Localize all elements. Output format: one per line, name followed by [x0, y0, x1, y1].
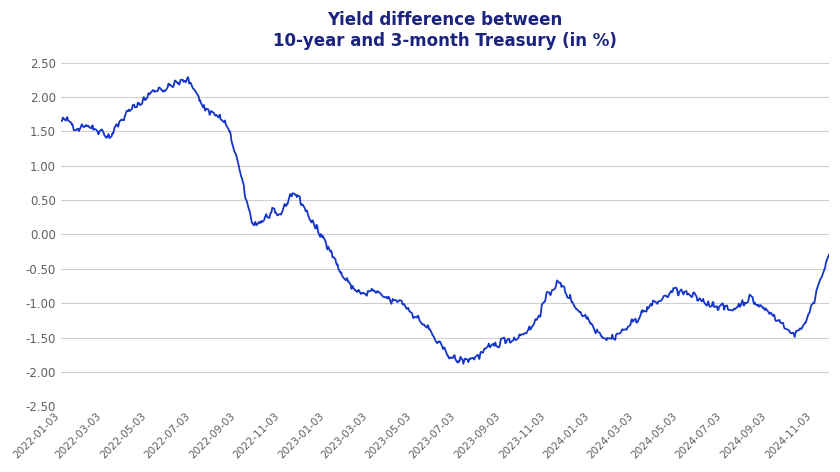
Title: Yield difference between
10-year and 3-month Treasury (in %): Yield difference between 10-year and 3-m…: [273, 11, 617, 50]
